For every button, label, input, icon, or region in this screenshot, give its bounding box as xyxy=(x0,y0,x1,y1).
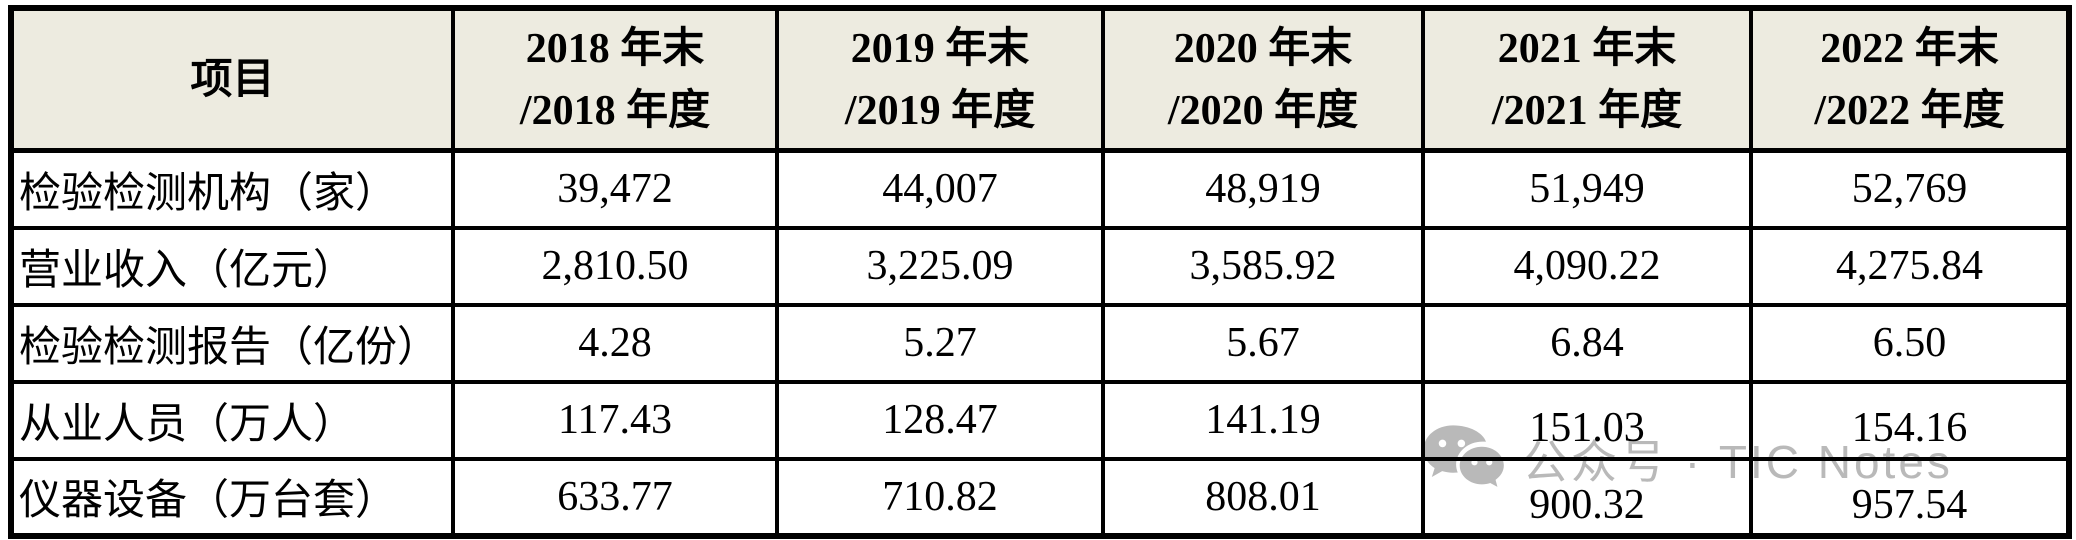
header-2020-line2: /2020 年度 xyxy=(1167,87,1359,134)
cell-institutions-2021: 51,949 xyxy=(1421,148,1753,230)
header-2018-line2: /2018 年度 xyxy=(519,87,711,134)
cell-employees-2021: 151.03 xyxy=(1421,379,1753,461)
cell-revenue-2022: 4,275.84 xyxy=(1749,225,2071,307)
cell-employees-2022: 154.16 xyxy=(1749,379,2071,461)
header-row: 项目 2018 年末 /2018 年度 2019 年末 /2019 年度 202… xyxy=(9,6,2071,153)
cell-reports-2019: 5.27 xyxy=(775,302,1105,384)
header-2019-line2: /2019 年度 xyxy=(844,87,1036,134)
row-label-revenue: 营业收入（亿元） xyxy=(9,225,455,307)
cell-revenue-2018: 2,810.50 xyxy=(451,225,779,307)
header-cell-2020: 2020 年末 /2020 年度 xyxy=(1101,6,1425,153)
header-cell-item: 项目 xyxy=(9,6,455,153)
header-cell-2022: 2022 年末 /2022 年度 xyxy=(1749,6,2071,153)
cell-employees-2018: 117.43 xyxy=(451,379,779,461)
row-label-employees: 从业人员（万人） xyxy=(9,379,455,461)
header-2019-line1: 2019 年末 xyxy=(850,25,1030,72)
statistics-table: 项目 2018 年末 /2018 年度 2019 年末 /2019 年度 202… xyxy=(8,5,2072,539)
header-2020-line1: 2020 年末 xyxy=(1173,25,1353,72)
row-label-equipment: 仪器设备（万台套） xyxy=(9,456,455,538)
header-cell-2018: 2018 年末 /2018 年度 xyxy=(451,6,779,153)
cell-equipment-2022: 957.54 xyxy=(1749,456,2071,538)
cell-revenue-2021: 4,090.22 xyxy=(1421,225,1753,307)
cell-equipment-2020: 808.01 xyxy=(1101,456,1425,538)
header-item-label: 项目 xyxy=(190,56,275,103)
header-cell-2019: 2019 年末 /2019 年度 xyxy=(775,6,1105,153)
cell-equipment-2021: 900.32 xyxy=(1421,456,1753,538)
cell-institutions-2018: 39,472 xyxy=(451,148,779,230)
header-2022-line1: 2022 年末 xyxy=(1820,25,1999,72)
header-2021-line1: 2021 年末 xyxy=(1497,25,1677,72)
cell-reports-2018: 4.28 xyxy=(451,302,779,384)
header-cell-2021: 2021 年末 /2021 年度 xyxy=(1421,6,1753,153)
cell-institutions-2019: 44,007 xyxy=(775,148,1105,230)
cell-equipment-2018: 633.77 xyxy=(451,456,779,538)
cell-revenue-2020: 3,585.92 xyxy=(1101,225,1425,307)
table-row-employees: 从业人员（万人） 117.43 128.47 141.19 151.03 154… xyxy=(9,379,2071,461)
cell-employees-2019: 128.47 xyxy=(775,379,1105,461)
header-2021-line2: /2021 年度 xyxy=(1491,87,1683,134)
table-row-reports: 检验检测报告（亿份） 4.28 5.27 5.67 6.84 6.50 xyxy=(9,302,2071,384)
cell-reports-2020: 5.67 xyxy=(1101,302,1425,384)
table-row-equipment: 仪器设备（万台套） 633.77 710.82 808.01 900.32 95… xyxy=(9,456,2071,538)
cell-reports-2021: 6.84 xyxy=(1421,302,1753,384)
table-row-revenue: 营业收入（亿元） 2,810.50 3,225.09 3,585.92 4,09… xyxy=(9,225,2071,307)
table-row-institutions: 检验检测机构（家） 39,472 44,007 48,919 51,949 52… xyxy=(9,148,2071,230)
cell-revenue-2019: 3,225.09 xyxy=(775,225,1105,307)
row-label-reports: 检验检测报告（亿份） xyxy=(9,302,455,384)
header-2018-line1: 2018 年末 xyxy=(525,25,705,72)
cell-institutions-2022: 52,769 xyxy=(1749,148,2071,230)
header-2022-line2: /2022 年度 xyxy=(1814,87,2005,134)
cell-employees-2020: 141.19 xyxy=(1101,379,1425,461)
row-label-institutions: 检验检测机构（家） xyxy=(9,148,455,230)
cell-equipment-2019: 710.82 xyxy=(775,456,1105,538)
cell-reports-2022: 6.50 xyxy=(1749,302,2071,384)
cell-institutions-2020: 48,919 xyxy=(1101,148,1425,230)
